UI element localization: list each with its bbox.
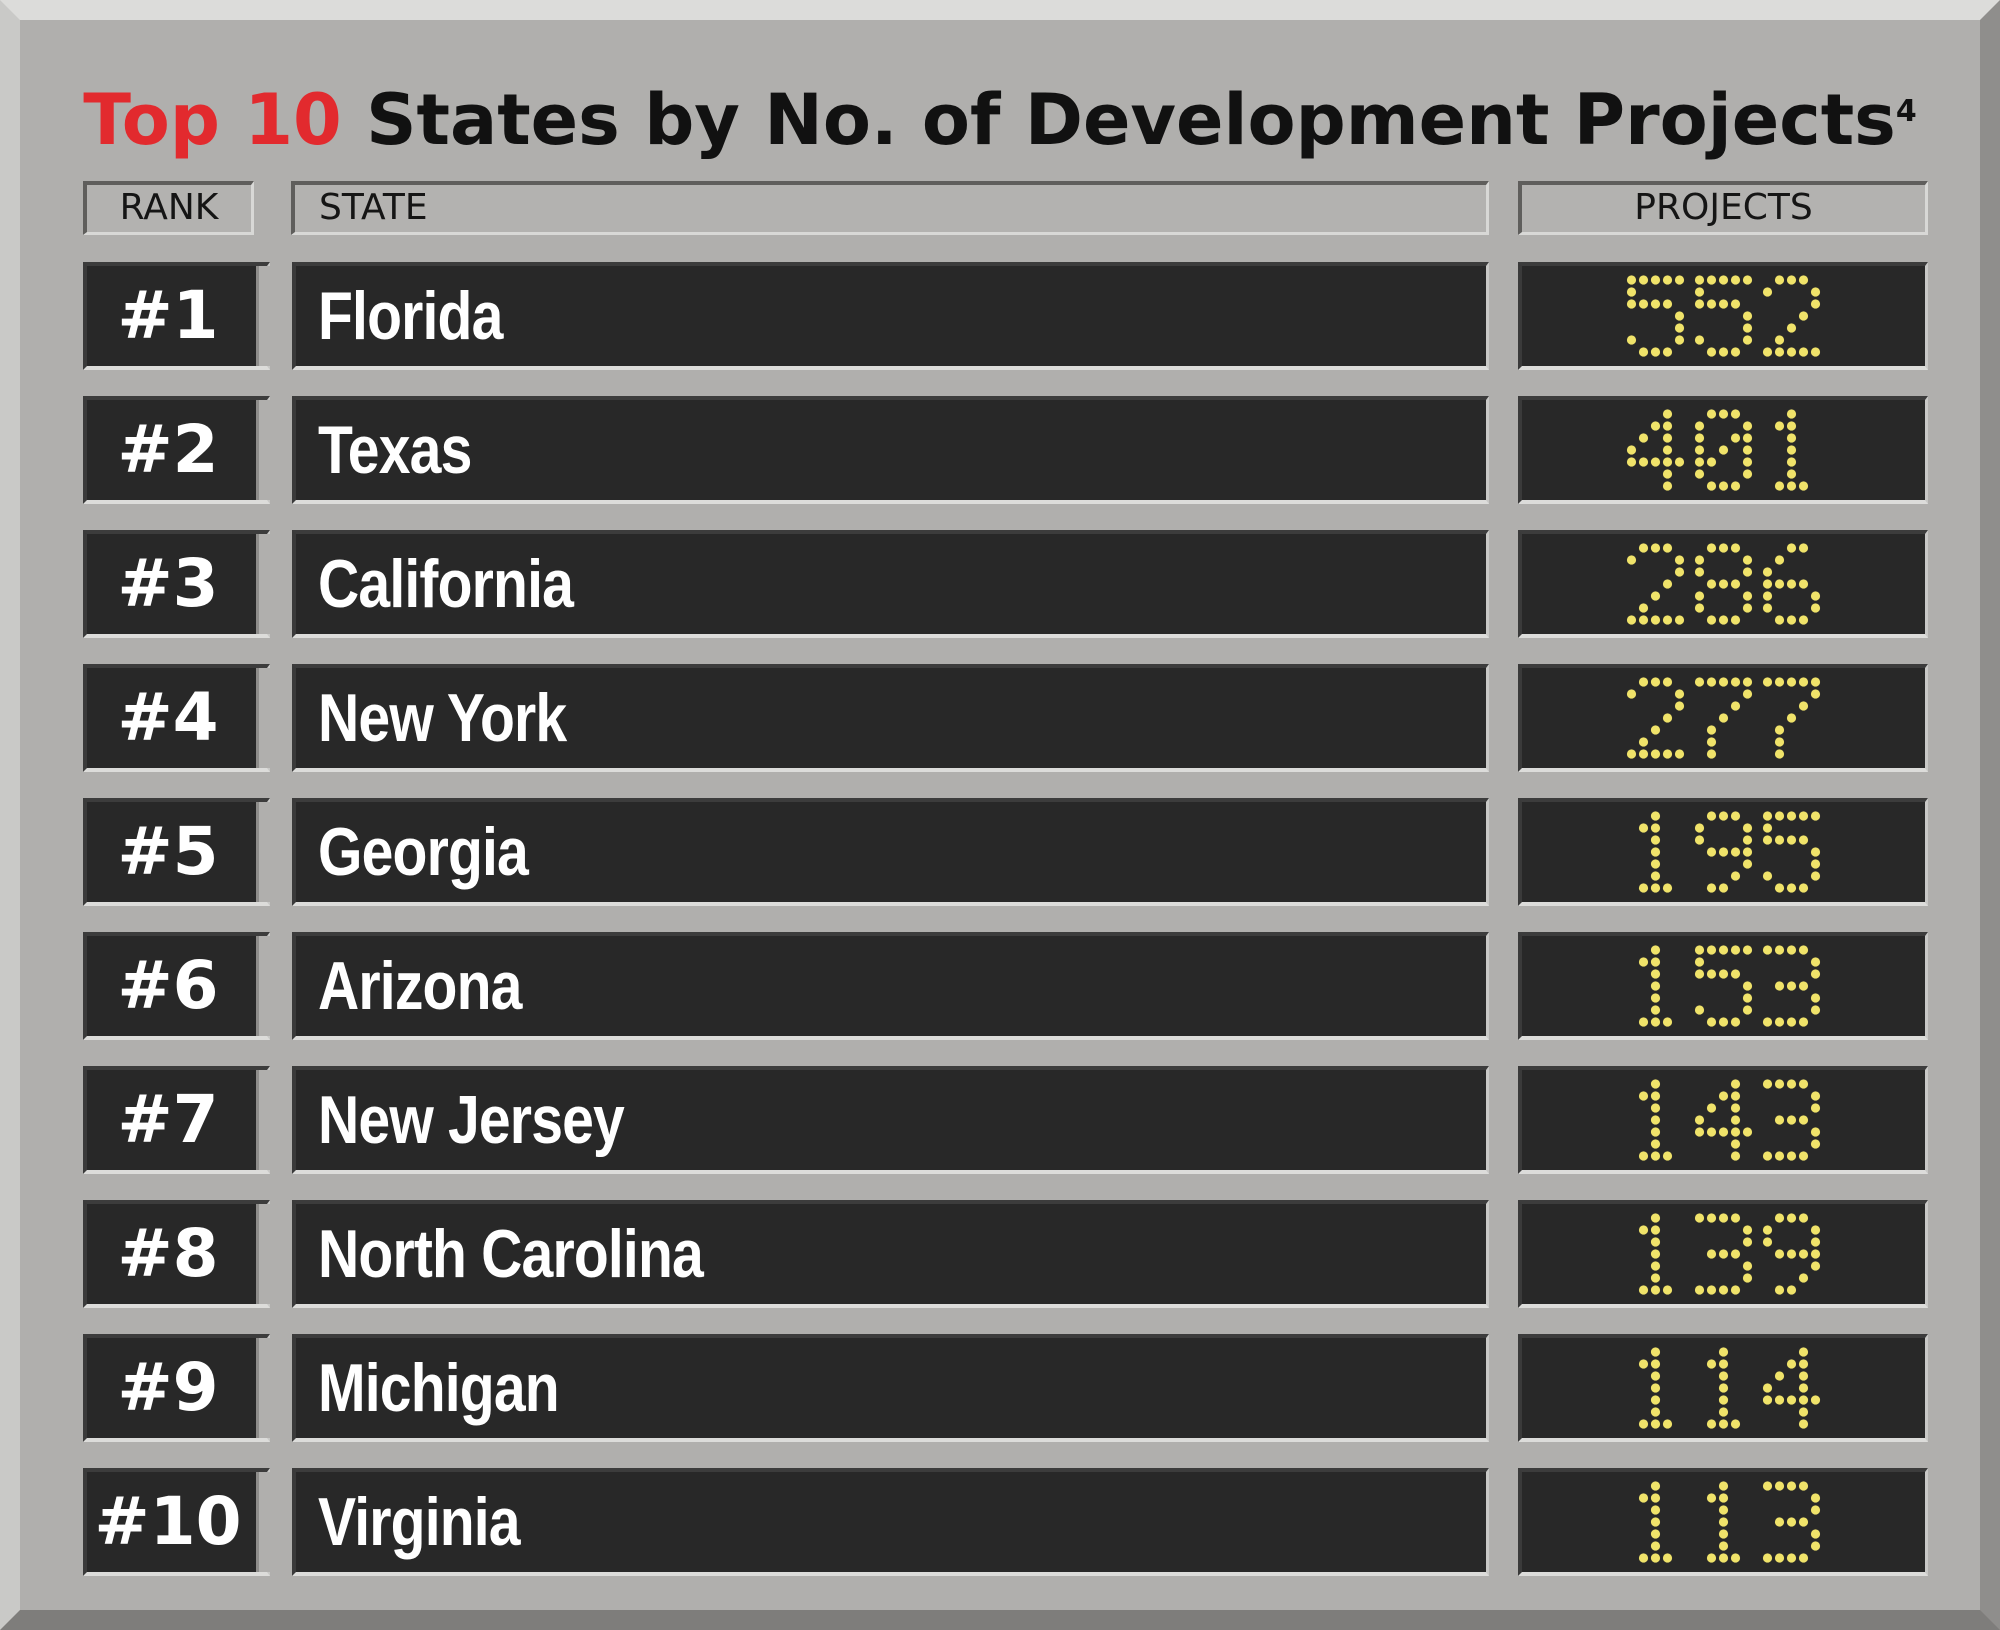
rank-cell: #3 bbox=[83, 530, 270, 638]
dot-matrix-digit bbox=[1626, 275, 1685, 357]
rank-cell: #10 bbox=[83, 1468, 270, 1576]
state-cell: Arizona bbox=[292, 932, 1489, 1040]
projects-cell bbox=[1518, 530, 1928, 638]
dot-matrix-digit bbox=[1706, 1347, 1741, 1429]
rank-cell: #5 bbox=[83, 798, 270, 906]
row-divider bbox=[256, 534, 292, 634]
state-name: Arizona bbox=[318, 948, 522, 1024]
row-divider bbox=[256, 400, 292, 500]
projects-value bbox=[1638, 811, 1821, 893]
dot-matrix-digit bbox=[1694, 1213, 1753, 1295]
dot-matrix-digit bbox=[1762, 1079, 1821, 1161]
dot-matrix-digit bbox=[1694, 275, 1753, 357]
projects-cell bbox=[1518, 1334, 1928, 1442]
row-divider bbox=[256, 266, 292, 366]
projects-value bbox=[1638, 1213, 1821, 1295]
rank-cell: #9 bbox=[83, 1334, 270, 1442]
projects-value bbox=[1638, 1481, 1821, 1563]
state-name: Georgia bbox=[318, 814, 529, 890]
title-footnote-marker: 4 bbox=[1895, 94, 1917, 129]
state-name: Virginia bbox=[318, 1484, 521, 1560]
dot-matrix-digit bbox=[1638, 1481, 1673, 1563]
state-name: California bbox=[318, 546, 574, 622]
dot-matrix-digit bbox=[1638, 1347, 1673, 1429]
dot-matrix-digit bbox=[1694, 945, 1753, 1027]
dot-matrix-digit bbox=[1762, 945, 1821, 1027]
row-divider bbox=[256, 1338, 292, 1438]
state-name: Texas bbox=[318, 412, 472, 488]
dot-matrix-digit bbox=[1694, 543, 1753, 625]
projects-cell bbox=[1518, 1200, 1928, 1308]
dot-matrix-digit bbox=[1626, 409, 1685, 491]
rank-cell: #1 bbox=[83, 262, 270, 370]
row-divider bbox=[256, 1070, 292, 1170]
state-name: North Carolina bbox=[318, 1216, 704, 1292]
projects-value bbox=[1638, 1347, 1821, 1429]
dot-matrix-digit bbox=[1626, 677, 1685, 759]
dot-matrix-digit bbox=[1638, 1213, 1673, 1295]
dot-matrix-digit bbox=[1694, 1079, 1753, 1161]
state-name: Florida bbox=[318, 278, 503, 354]
state-cell: Michigan bbox=[292, 1334, 1489, 1442]
dot-matrix-digit bbox=[1762, 1347, 1821, 1429]
title-text: States by No. of Development Projects bbox=[341, 79, 1896, 161]
projects-value bbox=[1626, 409, 1809, 491]
dot-matrix-digit bbox=[1694, 811, 1753, 893]
column-header-rank: RANK bbox=[83, 181, 254, 235]
title-accent: Top 10 bbox=[83, 79, 342, 161]
projects-cell bbox=[1518, 1066, 1928, 1174]
state-cell: New York bbox=[292, 664, 1489, 772]
projects-cell bbox=[1518, 262, 1928, 370]
state-cell: Virginia bbox=[292, 1468, 1489, 1576]
projects-value bbox=[1638, 1079, 1821, 1161]
row-divider bbox=[256, 668, 292, 768]
state-name: Michigan bbox=[318, 1350, 560, 1426]
dot-matrix-digit bbox=[1762, 677, 1821, 759]
dot-matrix-digit bbox=[1762, 811, 1821, 893]
row-divider bbox=[256, 1472, 292, 1572]
row-divider bbox=[256, 936, 292, 1036]
projects-value bbox=[1626, 677, 1821, 759]
column-header-state: STATE bbox=[291, 181, 1489, 235]
chart-title: Top 10 States by No. of Development Proj… bbox=[20, 70, 1980, 170]
state-name: New York bbox=[318, 680, 567, 756]
dot-matrix-digit bbox=[1762, 275, 1821, 357]
dot-matrix-digit bbox=[1694, 409, 1753, 491]
column-header-projects: PROJECTS bbox=[1518, 181, 1928, 235]
state-cell: Texas bbox=[292, 396, 1489, 504]
row-divider bbox=[256, 802, 292, 902]
projects-cell bbox=[1518, 396, 1928, 504]
rank-cell: #4 bbox=[83, 664, 270, 772]
dot-matrix-digit bbox=[1626, 543, 1685, 625]
projects-value bbox=[1638, 945, 1821, 1027]
state-cell: Florida bbox=[292, 262, 1489, 370]
dot-matrix-digit bbox=[1762, 543, 1821, 625]
dot-matrix-digit bbox=[1638, 945, 1673, 1027]
rank-cell: #7 bbox=[83, 1066, 270, 1174]
dot-matrix-digit bbox=[1706, 1481, 1741, 1563]
projects-cell bbox=[1518, 1468, 1928, 1576]
state-cell: Georgia bbox=[292, 798, 1489, 906]
dot-matrix-digit bbox=[1694, 677, 1753, 759]
rank-cell: #2 bbox=[83, 396, 270, 504]
dot-matrix-digit bbox=[1638, 1079, 1673, 1161]
state-cell: California bbox=[292, 530, 1489, 638]
dot-matrix-digit bbox=[1762, 1481, 1821, 1563]
projects-cell bbox=[1518, 798, 1928, 906]
projects-value bbox=[1626, 543, 1821, 625]
projects-cell bbox=[1518, 932, 1928, 1040]
dot-matrix-digit bbox=[1638, 811, 1673, 893]
projects-cell bbox=[1518, 664, 1928, 772]
state-name: New Jersey bbox=[318, 1082, 625, 1158]
state-cell: North Carolina bbox=[292, 1200, 1489, 1308]
dot-matrix-digit bbox=[1774, 409, 1809, 491]
row-divider bbox=[256, 1204, 292, 1304]
rank-cell: #8 bbox=[83, 1200, 270, 1308]
projects-value bbox=[1626, 275, 1821, 357]
dot-matrix-digit bbox=[1762, 1213, 1821, 1295]
state-cell: New Jersey bbox=[292, 1066, 1489, 1174]
rank-cell: #6 bbox=[83, 932, 270, 1040]
